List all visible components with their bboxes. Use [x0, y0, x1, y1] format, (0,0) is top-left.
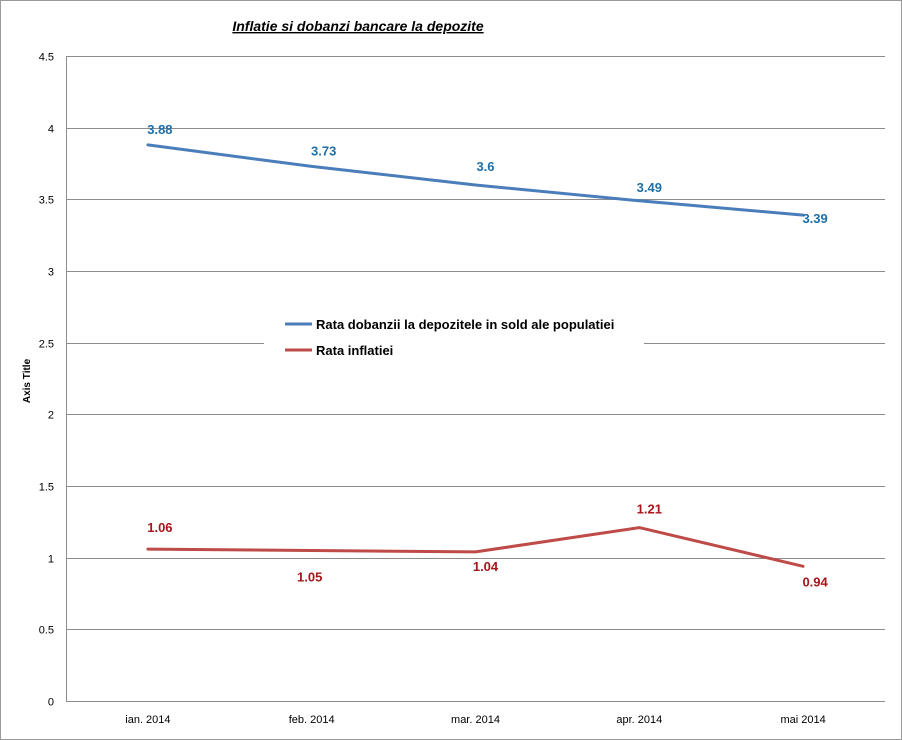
data-label: 1.05: [297, 570, 322, 585]
y-tick-labels: 0 0.5 1 1.5 2 2.5 3 3.5 4 4.5: [39, 52, 54, 709]
legend-label-inflation-rate: Rata inflatiei: [316, 343, 393, 358]
series-line-deposit-rate: [146, 143, 805, 217]
y-tick-label: 1: [48, 554, 54, 566]
y-tick-label: 4: [48, 124, 54, 136]
legend: Rata dobanzii la depozitele in sold ale …: [264, 312, 644, 366]
legend-label-deposit-rate: Rata dobanzii la depozitele in sold ale …: [316, 317, 614, 332]
y-tick-label: 4.5: [39, 52, 54, 64]
y-tick-label: 3: [48, 267, 54, 279]
y-tick-label: 0.5: [39, 625, 54, 637]
y-tick-label: 2: [48, 410, 54, 422]
y-tick-label: 1.5: [39, 482, 54, 494]
data-labels: 3.88 3.73 3.6 3.49 3.39 1.06 1.05 1.04 1.21 0.94: [147, 122, 828, 589]
x-tick-labels: ian. 2014 feb. 2014 mar. 2014 apr. 2014 mai …: [125, 714, 825, 726]
y-tick-label: 3.5: [39, 195, 54, 207]
x-tick-label: apr. 2014: [616, 714, 662, 726]
data-label: 0.94: [802, 574, 828, 589]
data-label: 3.49: [637, 180, 662, 195]
data-label: 1.06: [147, 520, 172, 535]
data-label: 3.88: [147, 122, 172, 137]
x-tick-label: mai 2014: [780, 714, 825, 726]
x-tick-label: feb. 2014: [289, 714, 335, 726]
series-line-inflation-rate: [146, 526, 805, 568]
data-label: 3.6: [476, 159, 494, 174]
y-tick-label: 0: [48, 697, 54, 709]
data-label: 1.21: [637, 502, 662, 517]
data-label: 3.73: [311, 143, 336, 158]
chart-title: Inflatie si dobanzi bancare la depozite: [232, 18, 483, 34]
axes: [66, 56, 885, 702]
x-tick-label: mar. 2014: [451, 714, 500, 726]
y-axis-title: Axis Title: [22, 358, 33, 403]
series-lines: [146, 143, 805, 568]
data-label: 3.39: [802, 211, 827, 226]
legend-background: [264, 312, 644, 366]
y-tick-label: 2.5: [39, 339, 54, 351]
x-tick-label: ian. 2014: [125, 714, 170, 726]
data-label: 1.04: [473, 559, 499, 574]
